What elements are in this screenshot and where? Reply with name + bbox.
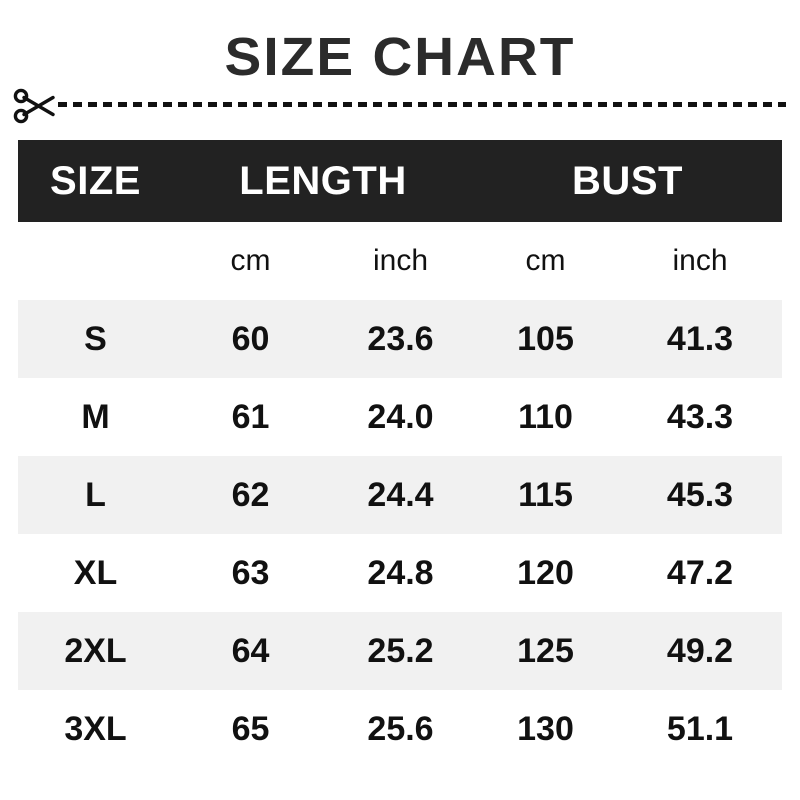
cell-bust-inch: 51.1 (666, 709, 734, 748)
table-row: L 62 24.4 115 45.3 (18, 456, 782, 534)
cell-size: XL (73, 553, 118, 592)
cell-length-cm: 60 (231, 319, 270, 358)
cell-bust-cm: 130 (517, 709, 574, 748)
cell-size: 2XL (64, 631, 127, 670)
cell-bust-cm: 105 (517, 319, 574, 358)
cell-bust-inch: 41.3 (666, 319, 734, 358)
cell-length-cm: 62 (231, 475, 270, 514)
scissors-icon (12, 88, 58, 124)
cell-bust-inch: 45.3 (666, 475, 734, 514)
cell-bust-cm: 125 (517, 631, 574, 670)
cell-size: M (81, 397, 110, 436)
cell-bust-cm: 115 (518, 475, 573, 514)
dashed-cut-line (58, 102, 786, 107)
cell-length-cm: 63 (231, 553, 270, 592)
table-header-row: SIZE LENGTH BUST (18, 140, 782, 222)
cell-bust-cm: 110 (518, 397, 573, 436)
cell-length-cm: 64 (231, 631, 270, 670)
cell-bust-cm: 120 (517, 553, 574, 592)
table-row: S 60 23.6 105 41.3 (18, 300, 782, 378)
cell-length-inch: 24.0 (367, 397, 434, 436)
cell-size: 3XL (64, 709, 127, 748)
unit-bust-cm: cm (525, 244, 566, 277)
cell-length-inch: 23.6 (367, 319, 434, 358)
header-bust: BUST (572, 158, 683, 203)
header-size: SIZE (50, 158, 141, 203)
size-chart-table: SIZE LENGTH BUST cm inch cm inch S 60 23… (18, 140, 782, 768)
table-row: XL 63 24.8 120 47.2 (18, 534, 782, 612)
cell-length-inch: 25.6 (367, 709, 434, 748)
cell-length-cm: 61 (231, 397, 270, 436)
page-title: SIZE CHART (224, 27, 576, 87)
table-row: 3XL 65 25.6 130 51.1 (18, 690, 782, 768)
table-row: 2XL 64 25.2 125 49.2 (18, 612, 782, 690)
cell-bust-inch: 43.3 (666, 397, 734, 436)
cell-length-inch: 25.2 (367, 631, 434, 670)
cell-length-inch: 24.4 (367, 475, 434, 514)
cell-size: L (85, 475, 106, 514)
cell-bust-inch: 49.2 (666, 631, 734, 670)
cell-bust-inch: 47.2 (666, 553, 734, 592)
table-row: M 61 24.0 110 43.3 (18, 378, 782, 456)
unit-length-cm: cm (230, 244, 271, 277)
cell-length-inch: 24.8 (367, 553, 434, 592)
cell-length-cm: 65 (231, 709, 270, 748)
cut-line (0, 88, 800, 124)
header-length: LENGTH (239, 158, 407, 203)
unit-length-inch: inch (372, 244, 429, 277)
cell-size: S (84, 319, 107, 358)
unit-bust-inch: inch (672, 244, 728, 277)
table-unit-row: cm inch cm inch (18, 222, 782, 300)
